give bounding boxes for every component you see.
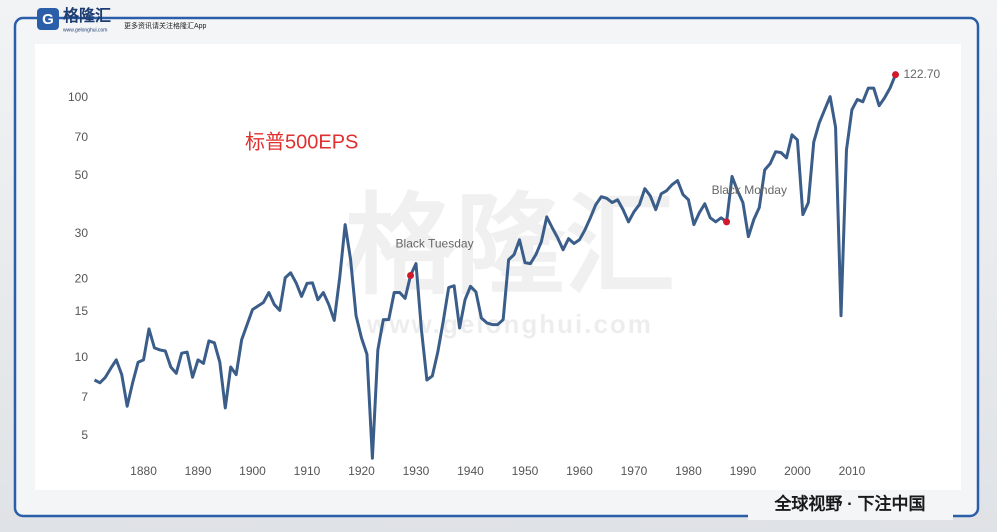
highlight-point: [892, 71, 900, 79]
logo-text: 格隆汇: [63, 6, 111, 25]
annotation: 122.70: [904, 67, 941, 81]
highlight-point: [407, 271, 415, 279]
x-tick-label: 1920: [348, 464, 375, 478]
x-tick-label: 1880: [130, 464, 157, 478]
y-tick-label: 20: [75, 272, 89, 286]
y-tick-label: 10: [75, 350, 89, 364]
chart-title: 标普500EPS: [245, 130, 358, 153]
x-tick-label: 1980: [675, 464, 702, 478]
x-tick-label: 1950: [512, 464, 539, 478]
y-tick-label: 100: [68, 90, 88, 104]
plot-background: [35, 44, 961, 490]
x-tick-label: 1970: [621, 464, 648, 478]
y-tick-label: 30: [75, 226, 89, 240]
footer-slogan: 全球视野 · 下注中国: [773, 493, 925, 513]
annotation: Black Tuesday: [396, 237, 474, 251]
logo-site: www.gelonghui.com: [63, 27, 107, 33]
y-tick-label: 7: [81, 390, 88, 404]
x-tick-label: 1990: [730, 464, 757, 478]
watermark: 格隆汇: [345, 185, 675, 308]
x-tick-label: 1940: [457, 464, 484, 478]
highlight-point: [723, 218, 731, 226]
x-tick-label: 1890: [185, 464, 212, 478]
x-tick-label: 1960: [566, 464, 593, 478]
x-tick-label: 1930: [403, 464, 430, 478]
x-tick-label: 1910: [294, 464, 321, 478]
y-tick-label: 70: [75, 130, 89, 144]
annotation: Black Monday: [712, 183, 787, 197]
eps-line: [93, 74, 897, 460]
y-tick-label: 50: [75, 168, 89, 182]
plot: [93, 74, 897, 460]
tagline: 更多资讯请关注格隆汇App: [124, 21, 207, 30]
logo-icon-letter: G: [42, 11, 54, 28]
footer-background: [748, 492, 953, 520]
y-tick-label: 15: [75, 304, 89, 318]
y-tick-label: 5: [81, 428, 88, 442]
x-tick-label: 2010: [839, 464, 866, 478]
watermark-site: www.gelonghui.com: [366, 309, 653, 339]
logo-icon: [37, 8, 59, 30]
x-tick-label: 1900: [239, 464, 266, 478]
x-tick-label: 2000: [784, 464, 811, 478]
